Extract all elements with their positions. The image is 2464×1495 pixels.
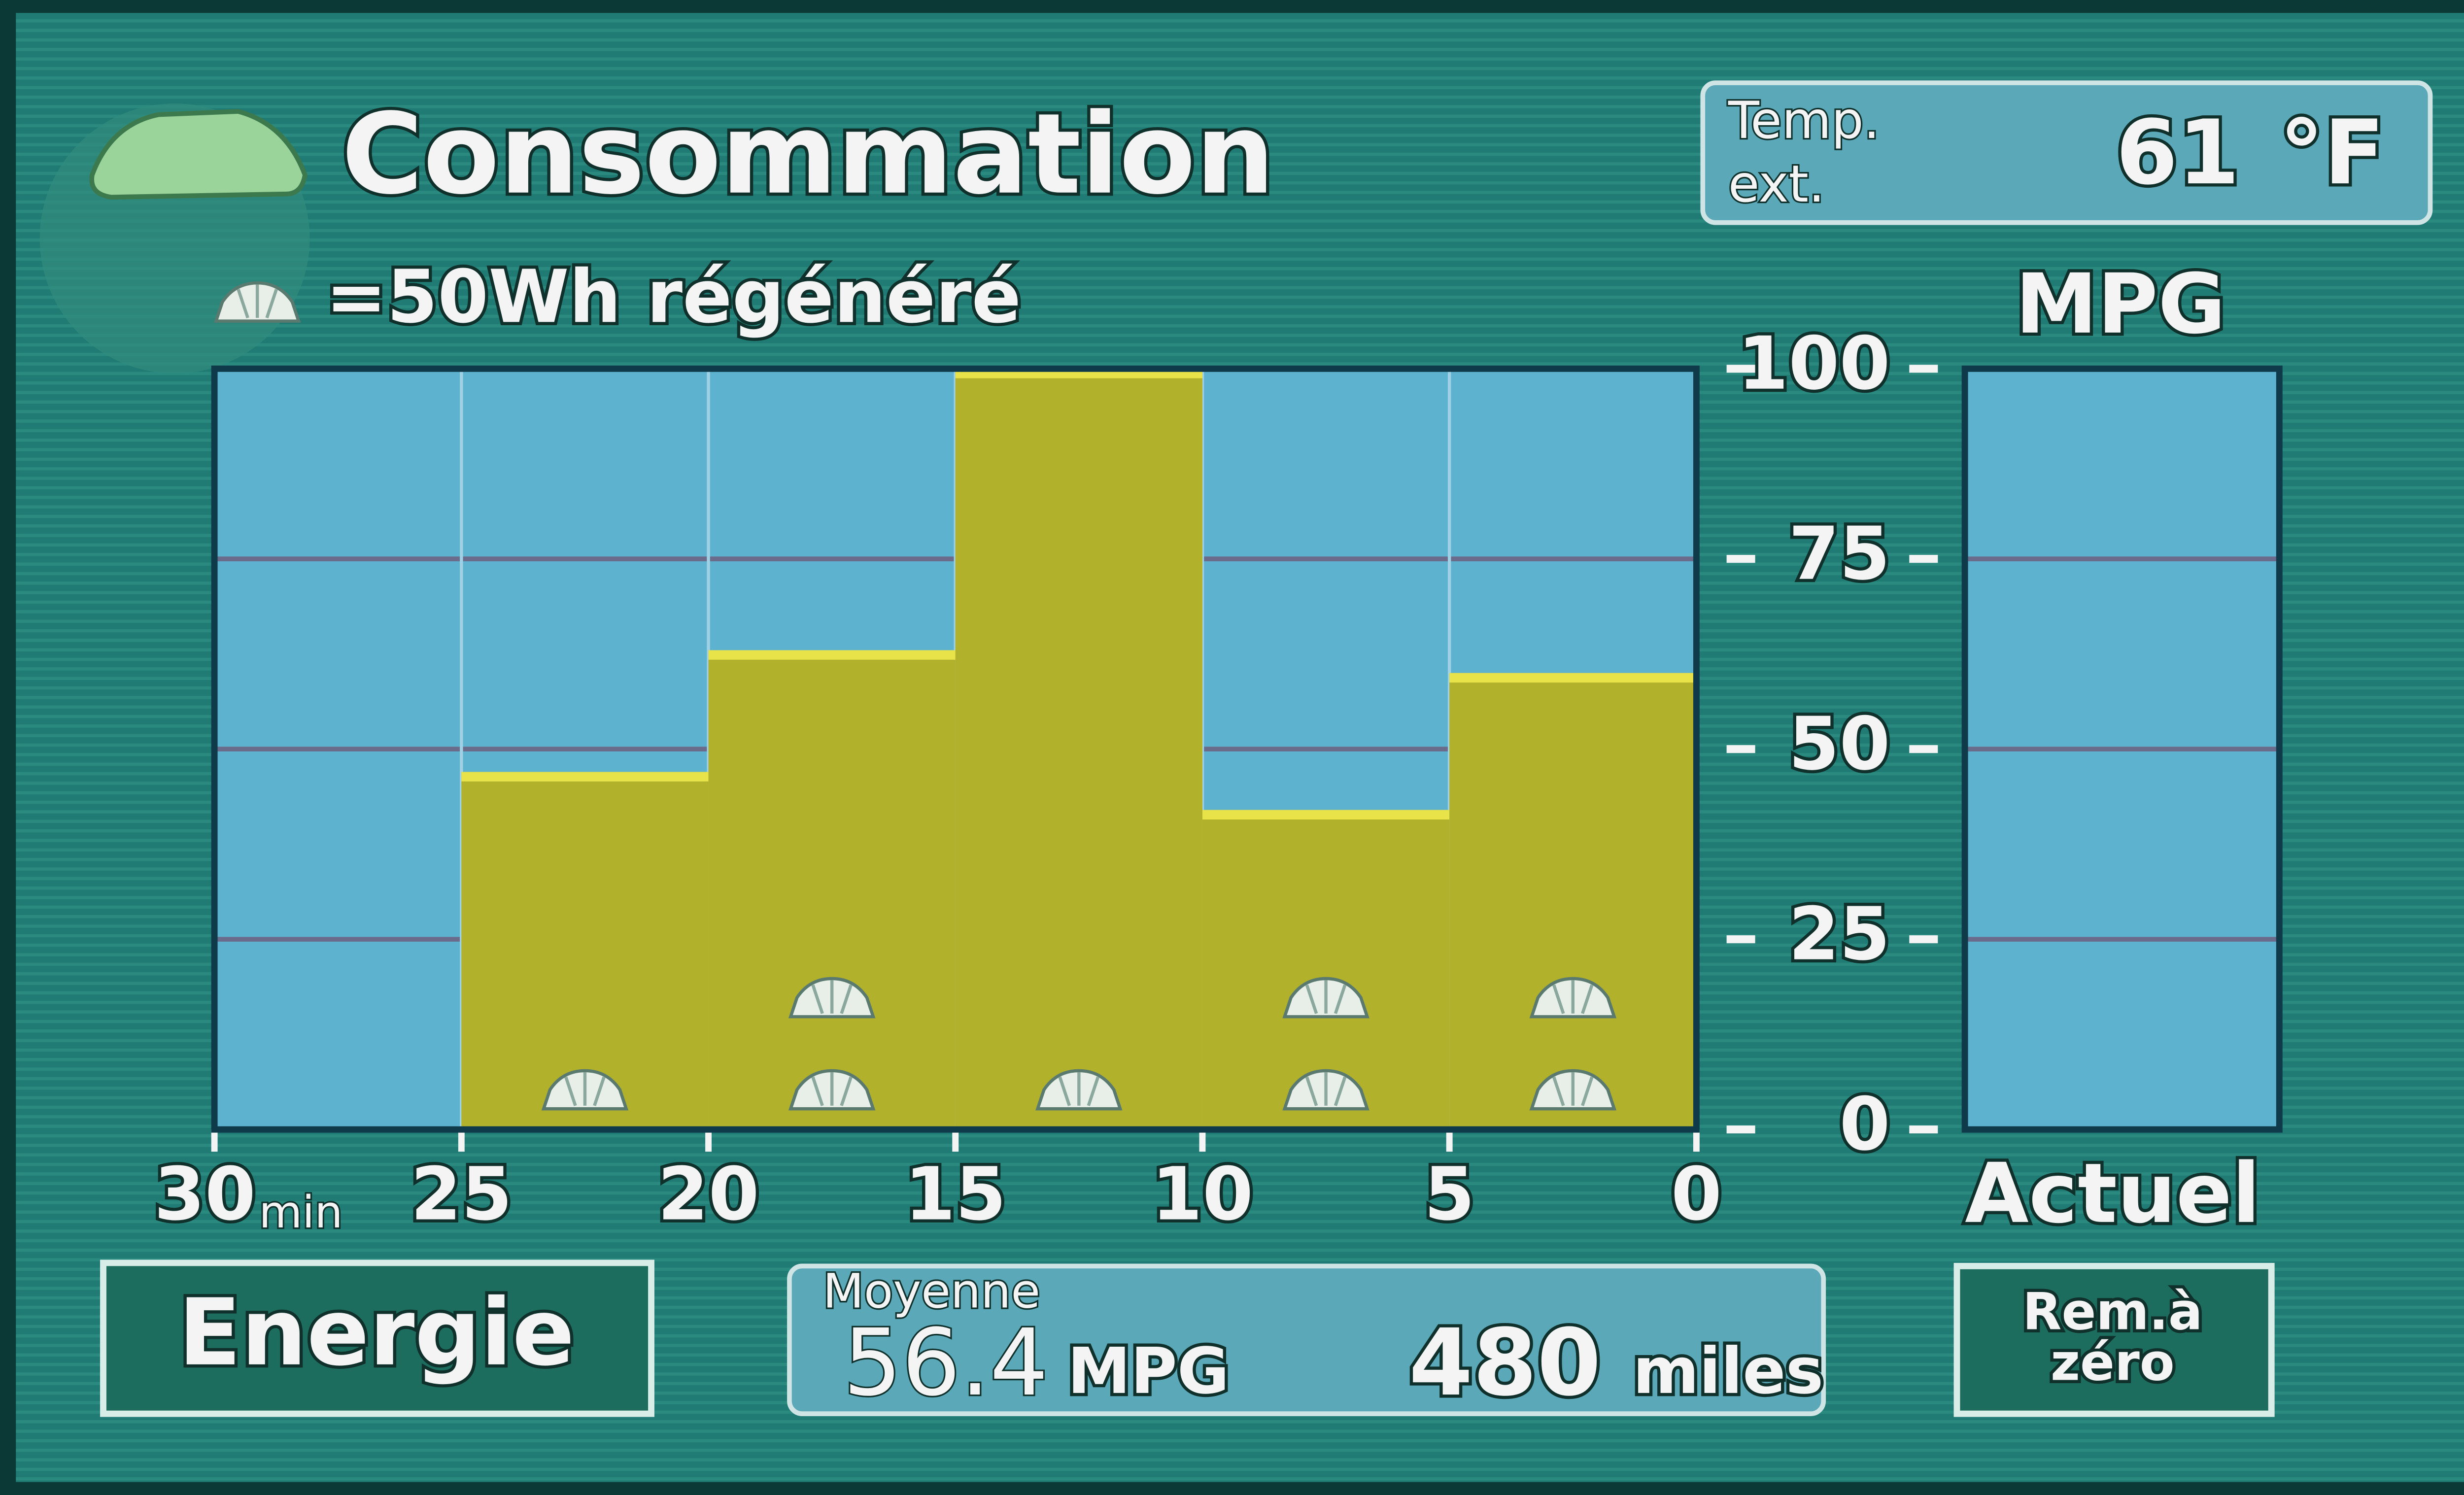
bar-top xyxy=(708,650,956,660)
temperature-label: Temp. xyxy=(1728,91,1880,150)
x-tick-label: 0 xyxy=(1671,1152,1722,1237)
average-mpg-unit: MPG xyxy=(1067,1334,1230,1408)
reset-button[interactable] xyxy=(1953,1262,2275,1417)
energy-button[interactable] xyxy=(100,1259,654,1417)
reset-button-label[interactable]: Rem.à xyxy=(2019,1279,2206,1345)
plot-border xyxy=(211,365,1700,1133)
x-unit: min xyxy=(259,1187,342,1238)
average-box xyxy=(787,1263,1826,1416)
bar-top xyxy=(461,772,709,781)
current-panel-border xyxy=(1961,365,2283,1133)
y-tick-label: 25 xyxy=(1788,891,1890,977)
y-axis-label: MPG xyxy=(2015,256,2225,352)
temperature-label: ext. xyxy=(1728,155,1825,214)
bar-top xyxy=(1449,673,1697,683)
eco-car-icon xyxy=(89,109,308,200)
temperature-unit: °F xyxy=(2279,101,2385,204)
reset-button-label[interactable]: zéro xyxy=(2048,1330,2178,1395)
x-tick-label: 25 xyxy=(411,1152,512,1237)
average-mpg: 56.4 xyxy=(843,1309,1048,1417)
bar xyxy=(955,369,1202,1130)
y-tick-label: 100 xyxy=(1738,321,1890,406)
current-label: Actuel xyxy=(1965,1145,2260,1242)
average-distance-unit: miles xyxy=(1633,1334,1823,1408)
bar xyxy=(1449,673,1697,1130)
x-tick-label: 20 xyxy=(657,1152,759,1237)
temperature-value: 61 xyxy=(2116,101,2240,204)
average-label: Moyenne xyxy=(823,1263,1040,1319)
x-tick-label: 5 xyxy=(1424,1152,1475,1237)
y-tick-label: 75 xyxy=(1788,511,1890,596)
average-distance: 480 xyxy=(1409,1309,1601,1417)
x-tick-label: 15 xyxy=(905,1152,1006,1237)
bar xyxy=(708,650,956,1130)
x-tick-label: 10 xyxy=(1152,1152,1253,1237)
energy-button-label[interactable]: Energie xyxy=(175,1276,578,1390)
bar-top xyxy=(1202,810,1450,820)
x-tick-label: 30 xyxy=(154,1152,256,1237)
y-tick-label: 0 xyxy=(1839,1082,1890,1167)
legend: =50Wh régénéré xyxy=(326,254,1021,339)
temperature-box xyxy=(1700,80,2433,225)
title: Consommation xyxy=(342,90,1275,219)
y-tick-label: 50 xyxy=(1788,701,1890,786)
